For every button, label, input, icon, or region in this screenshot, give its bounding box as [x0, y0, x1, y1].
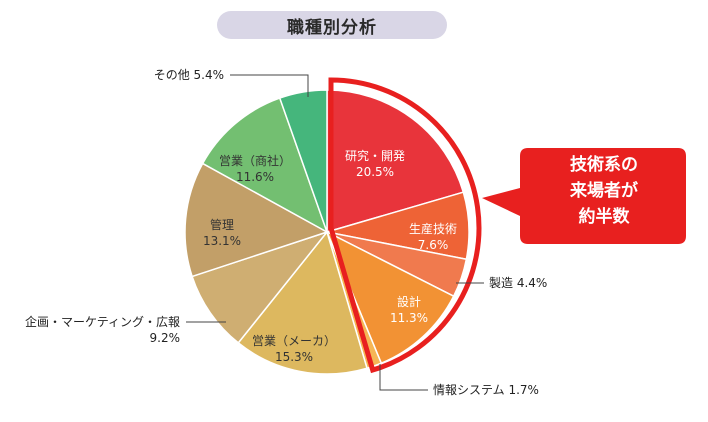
pie-slice-1 — [326, 89, 465, 234]
slice-value-6: 15.3% — [275, 350, 313, 364]
pie-slice-4 — [325, 230, 455, 365]
slice-value-9: 11.6% — [236, 170, 274, 184]
callout-text: 技術系の 来場者が 約半数 — [520, 152, 688, 230]
slice-label-5: 情報システム 1.7% — [433, 383, 539, 397]
pie-slice-6 — [237, 230, 368, 375]
highlight-outline — [328, 77, 482, 374]
chart-title: 職種別分析 — [217, 11, 447, 39]
slice-label-2: 生産技術 — [409, 221, 457, 236]
leader-line-10 — [230, 74, 309, 97]
slice-value-4: 11.3% — [390, 311, 428, 325]
callout-bubble — [482, 148, 686, 244]
callout-line-3: 約半数 — [578, 207, 630, 227]
slice-label-8: 管理 — [210, 217, 234, 232]
slice-label-6: 営業（メーカ） — [252, 334, 336, 348]
slice-value-8: 13.1% — [203, 234, 241, 248]
pie-slice-8 — [184, 162, 329, 278]
slice-value-7: 9.2% — [150, 331, 181, 345]
slice-label-10: その他 5.4% — [154, 68, 224, 82]
slice-label-7: 企画・マーケティング・広報 — [25, 314, 180, 329]
slice-label-1: 研究・開発 — [345, 148, 405, 163]
callout-line-1: 技術系の — [570, 155, 638, 175]
callout-line-2: 来場者が — [570, 181, 638, 201]
pie-slice-9 — [201, 97, 329, 234]
slice-value-1: 20.5% — [356, 165, 394, 179]
slice-label-9: 営業（商社） — [219, 153, 291, 168]
slice-label-3: 製造 4.4% — [489, 276, 547, 290]
pie-slice-10 — [278, 89, 328, 233]
leader-line-5 — [379, 364, 428, 391]
pie-slice-7 — [191, 230, 330, 344]
slice-label-4: 設計 — [397, 294, 421, 309]
slice-value-2: 7.6% — [418, 238, 449, 252]
